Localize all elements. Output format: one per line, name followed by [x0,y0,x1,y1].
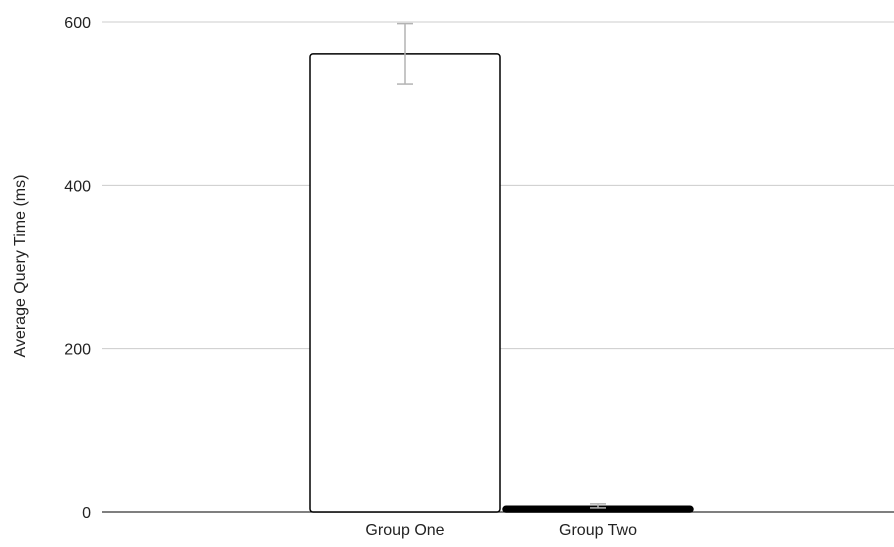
y-tick-label: 400 [64,178,91,195]
x-category-label: Group One [365,522,444,539]
y-axis-title: Average Query Time (ms) [12,175,29,358]
y-tick-label: 200 [64,342,91,359]
bars [309,53,694,513]
y-tick-label: 0 [82,505,91,522]
error-bar [590,503,606,509]
bar-group-one [309,53,501,513]
y-tick-label: 600 [64,15,91,32]
error-bars [397,22,606,509]
x-axis-categories: Group One Group Two [365,522,637,539]
x-category-label: Group Two [559,522,637,539]
y-axis-ticks: 0 200 400 600 [64,15,91,522]
error-bar [397,22,413,85]
